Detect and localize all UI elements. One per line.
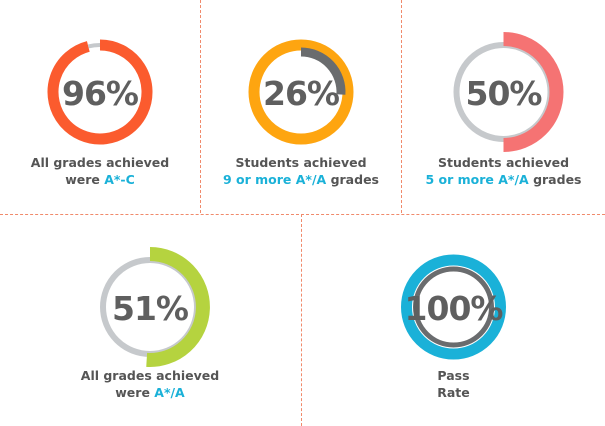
caption-highlight: 9 or more A*/A <box>223 172 327 187</box>
stat-value-a-star-c: 96% <box>62 74 139 113</box>
stat-card-5-or-more: 50% Students achieved 5 or more A*/A gra… <box>402 0 605 213</box>
divider-horizontal <box>0 214 605 215</box>
caption-line-2: 9 or more A*/A grades <box>223 172 379 187</box>
caption-line-2: Rate <box>437 385 470 400</box>
stat-card-a-star-a: 51% All grades achieved were A*/A <box>0 215 300 426</box>
caption-highlight: 5 or more A*/A <box>425 172 529 187</box>
donut-ring-pass-rate <box>401 254 506 360</box>
donut-ring-5-or-more <box>453 32 564 152</box>
caption-line-1: Pass <box>437 368 470 383</box>
donut-value-arc <box>401 254 506 360</box>
divider-bottom-center <box>301 214 302 426</box>
stat-value-a-star-a: 51% <box>112 289 189 328</box>
stat-value-9-or-more: 26% <box>263 74 340 113</box>
stat-caption-pass-rate: Pass Rate <box>302 367 605 401</box>
donut-ring-a-star-c <box>47 39 153 145</box>
stat-card-a-star-c: 96% All grades achieved were A*-C <box>0 0 200 213</box>
donut-value-arc <box>47 39 153 145</box>
donut-remainder-arc <box>87 43 101 49</box>
donut-value-arc <box>503 32 564 152</box>
donut-value-arc <box>146 247 210 367</box>
caption-highlight: A*-C <box>104 172 135 187</box>
stat-caption-5-or-more: Students achieved 5 or more A*/A grades <box>402 154 605 188</box>
donut-inner-ring <box>413 266 494 348</box>
caption-line-1: All grades achieved <box>30 155 170 170</box>
donut-value-arc <box>300 47 346 95</box>
caption-line-2: 5 or more A*/A grades <box>425 172 582 187</box>
stat-caption-a-star-c: All grades achieved were A*-C <box>0 154 200 188</box>
divider-top-right <box>401 0 402 213</box>
stat-caption-a-star-a: All grades achieved were A*/A <box>0 367 300 401</box>
stat-card-9-or-more: 26% Students achieved 9 or more A*/A gra… <box>201 0 401 213</box>
caption-highlight: A*/A <box>154 385 185 400</box>
donut-ring-a-star-a <box>100 247 210 367</box>
donut-track <box>248 39 354 145</box>
caption-line-1: Students achieved <box>437 155 570 170</box>
stat-card-pass-rate: 100% Pass Rate <box>302 215 605 426</box>
caption-line-1: Students achieved <box>235 155 367 170</box>
donut-ring-9-or-more <box>248 39 354 145</box>
caption-line-2: were A*/A <box>115 385 185 400</box>
caption-line-2: were A*-C <box>65 172 135 187</box>
stat-value-pass-rate: 100% <box>404 289 504 328</box>
stat-value-5-or-more: 50% <box>465 74 543 113</box>
stat-caption-9-or-more: Students achieved 9 or more A*/A grades <box>201 154 401 188</box>
caption-line-1: All grades achieved <box>80 368 220 383</box>
divider-top-left <box>200 0 201 213</box>
